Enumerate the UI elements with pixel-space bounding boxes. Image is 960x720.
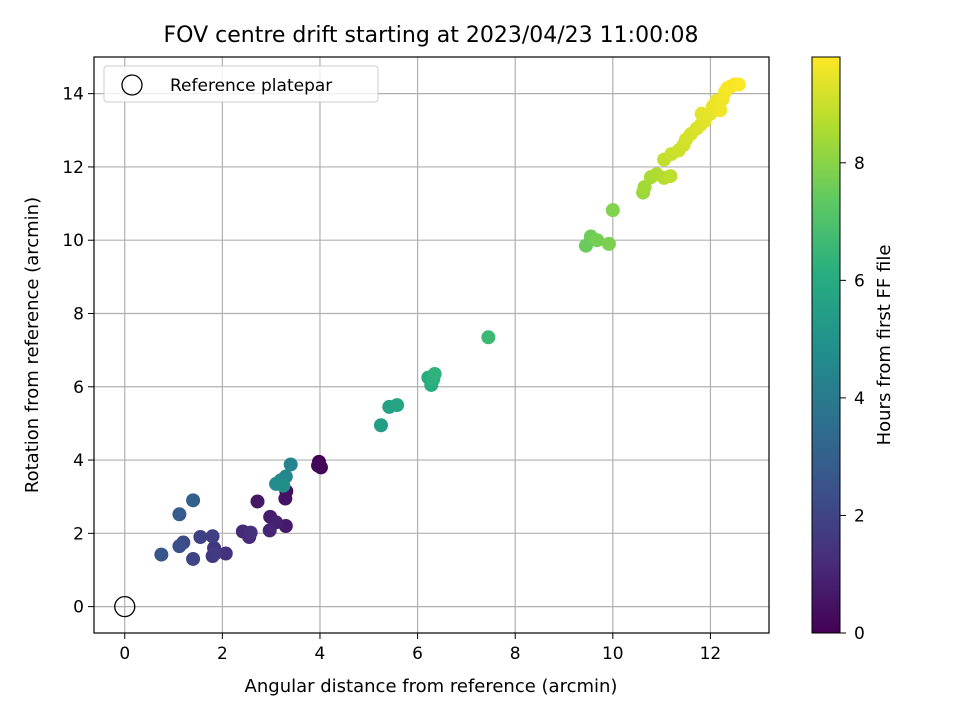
data-points (154, 77, 746, 566)
scatter-point (205, 529, 220, 544)
y-tick-label: 2 (73, 524, 84, 544)
scatter-point (373, 418, 388, 433)
scatter-point (427, 366, 442, 381)
x-axis-label: Angular distance from reference (arcmin) (245, 676, 618, 697)
scatter-point (218, 546, 233, 561)
scatter-point (481, 330, 496, 345)
colorbar-tick-label: 4 (854, 389, 865, 409)
colorbar-label: Hours from first FF file (874, 245, 895, 446)
y-tick-label: 8 (73, 304, 84, 324)
colorbar-tick-label: 6 (854, 271, 865, 291)
scatter-point (605, 203, 620, 218)
scatter-point (250, 494, 265, 509)
x-tick-label: 2 (217, 644, 228, 664)
chart-title: FOV centre drift starting at 2023/04/23 … (164, 23, 699, 48)
x-tick-label: 10 (602, 644, 624, 664)
reference-platepar-marker (114, 595, 136, 618)
colorbar-tick-label: 0 (854, 624, 865, 644)
reference-point (114, 595, 136, 618)
x-tick-label: 8 (510, 644, 521, 664)
scatter-point (186, 493, 201, 508)
x-tick-label: 4 (315, 644, 326, 664)
plot-frame (93, 56, 770, 634)
scatter-point (713, 103, 728, 118)
x-tick-label: 0 (119, 644, 130, 664)
y-tick-label: 14 (62, 85, 84, 105)
scatter-point (172, 507, 187, 522)
scatter-point (208, 546, 223, 561)
scatter-point (276, 478, 291, 493)
y-tick-label: 4 (73, 451, 84, 471)
legend: Reference platepar (103, 65, 379, 103)
scatter-point (154, 547, 169, 562)
scatter-point (243, 525, 258, 540)
scatter-point (193, 530, 208, 544)
y-tick-label: 0 (73, 598, 84, 618)
x-tick-label: 6 (412, 644, 423, 664)
scatter-point (278, 491, 293, 506)
legend-reference-label: Reference platepar (170, 76, 332, 96)
scatter-point (590, 233, 605, 248)
scatter-point (311, 458, 326, 473)
colorbar-ticks: 0 2 4 6 8 (840, 154, 865, 644)
colorbar-tick-label: 8 (854, 154, 865, 174)
y-axis-ticks: 0 2 4 6 8 10 12 14 (62, 85, 94, 618)
y-tick-label: 10 (62, 231, 84, 251)
y-tick-label: 12 (62, 158, 84, 178)
legend-reference-marker (121, 74, 143, 96)
x-tick-label: 12 (700, 644, 722, 664)
scatter-point (601, 236, 616, 251)
scatter-point (731, 77, 746, 92)
scatter-point (186, 551, 201, 566)
colorbar-tick-label: 2 (854, 506, 865, 526)
legend-box (103, 65, 379, 103)
scatter-point (663, 169, 678, 184)
y-axis-label: Rotation from reference (arcmin) (22, 197, 43, 493)
colorbar (811, 56, 841, 634)
y-tick-label: 6 (73, 378, 84, 398)
scatter-point (262, 523, 277, 538)
grid-lines (94, 57, 769, 633)
scatter-point (172, 539, 187, 554)
x-axis-ticks: 0 2 4 6 8 10 12 (119, 633, 721, 664)
scatter-point (283, 457, 298, 472)
scatter-point (390, 398, 405, 413)
